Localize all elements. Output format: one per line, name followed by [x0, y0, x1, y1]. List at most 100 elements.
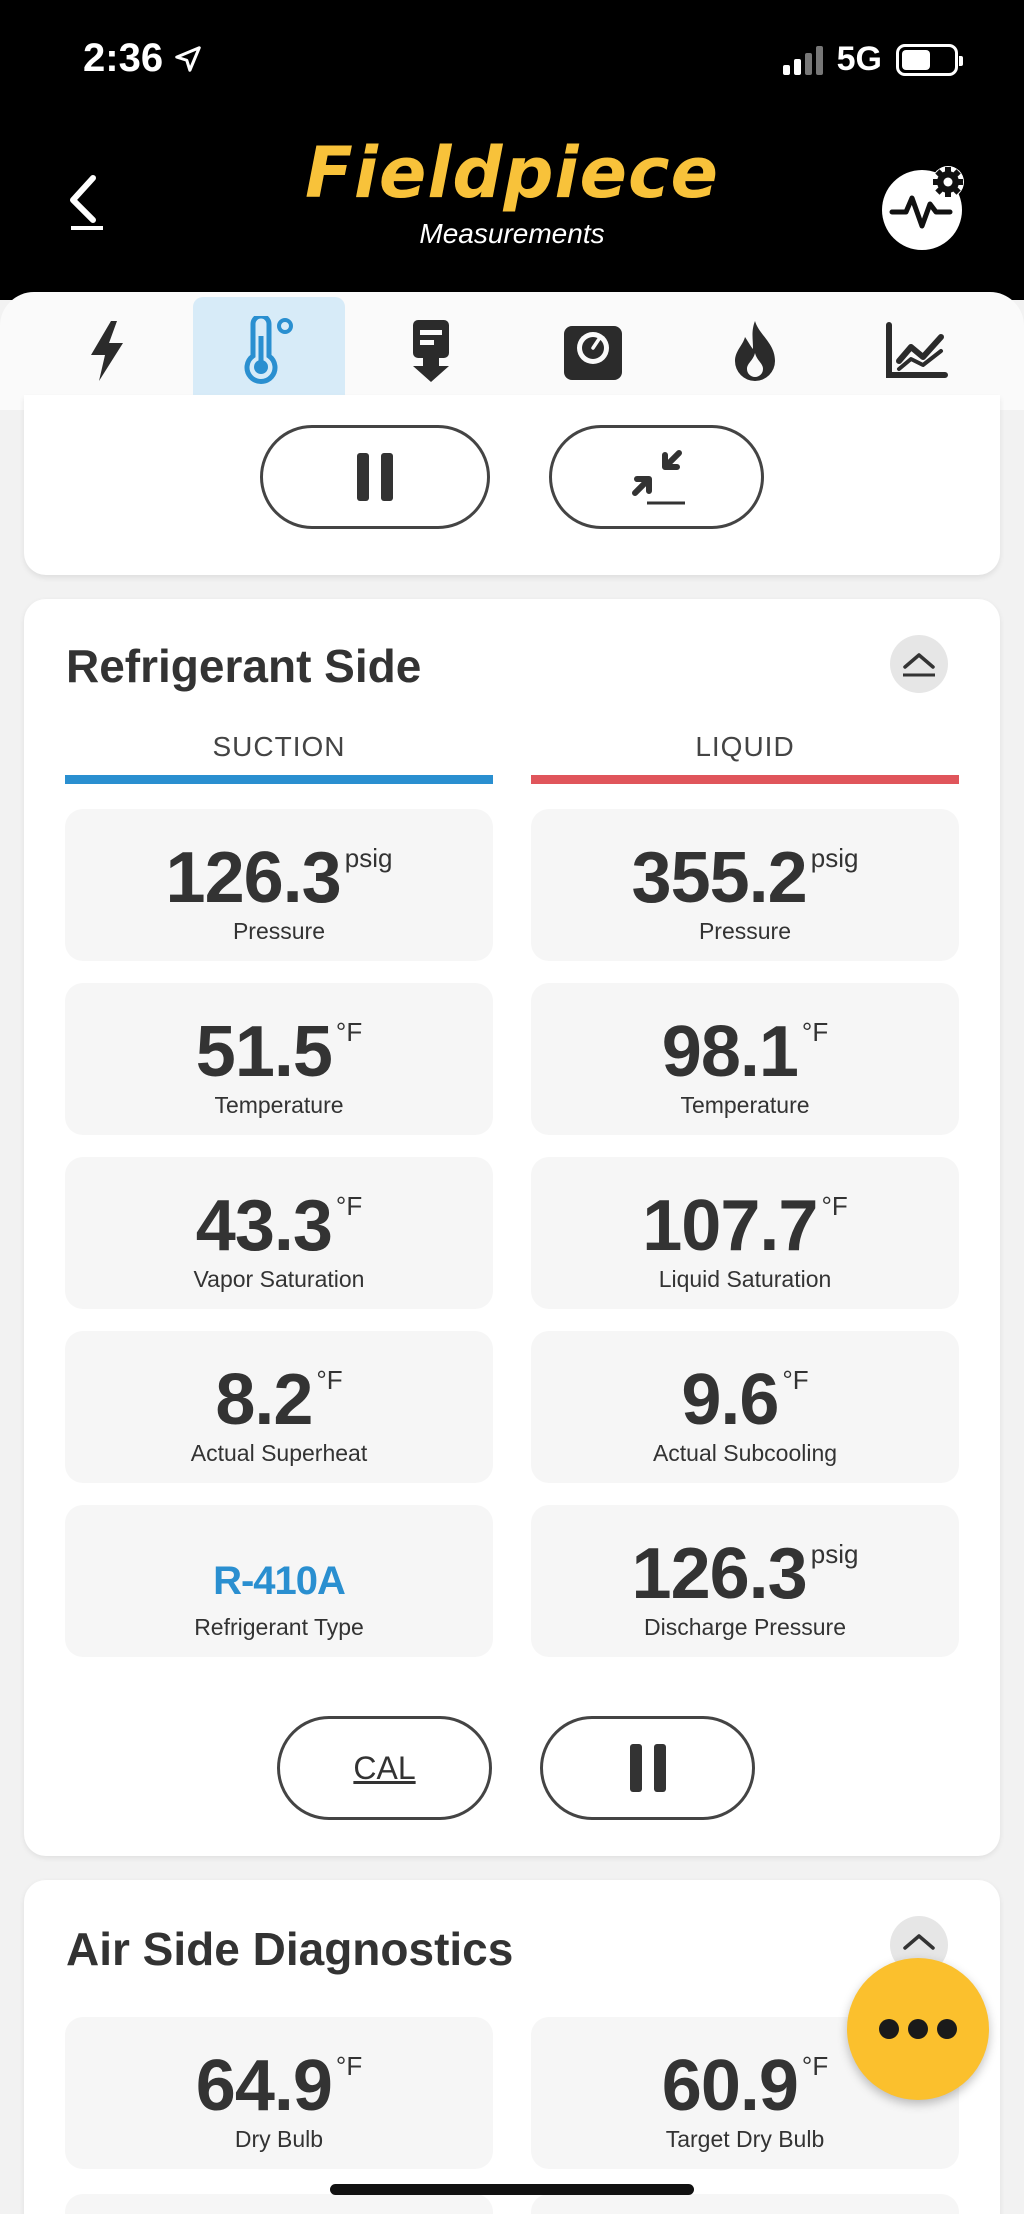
suction-column-header: SUCTION: [212, 731, 346, 762]
next-tile-partial: [531, 2194, 959, 2214]
dry-bulb-tile[interactable]: 64.9 °F Dry Bulb: [65, 2017, 493, 2169]
discharge-pressure-unit: psig: [810, 1539, 859, 1569]
liquid-temperature-tile[interactable]: 98.1 °F Temperature: [531, 983, 959, 1135]
vapor-saturation-label: Vapor Saturation: [193, 1266, 365, 1292]
brand: Fieldpiece Measurements: [0, 132, 1024, 250]
suction-temperature-label: Temperature: [214, 1092, 344, 1118]
pause-button[interactable]: [260, 425, 490, 529]
actual-subcooling-value: 9.6: [681, 1360, 779, 1440]
brand-logo: Fieldpiece: [305, 132, 719, 214]
actual-subcooling-label: Actual Subcooling: [652, 1440, 838, 1466]
tab-electrical[interactable]: [31, 297, 183, 405]
controls-card: [24, 395, 1000, 575]
thermometer-icon: [244, 316, 293, 384]
tab-scale[interactable]: [517, 297, 669, 405]
refrigerant-type-value: R-410A: [213, 1559, 346, 1603]
air-side-title: Air Side Diagnostics: [66, 1923, 514, 1975]
chevron-up-icon: [903, 1934, 935, 1950]
tab-vacuum[interactable]: [355, 297, 507, 405]
liquid-temperature-unit: °F: [801, 1017, 829, 1047]
suction-temperature-value: 51.5: [195, 1012, 333, 1092]
chevron-up-icon: [903, 653, 935, 677]
zero-button[interactable]: [549, 425, 764, 529]
liquid-pressure-label: Pressure: [698, 918, 792, 944]
chart-icon: [886, 322, 948, 378]
liquid-saturation-value: 107.7: [642, 1186, 818, 1266]
dry-bulb-value: 64.9: [195, 2046, 333, 2126]
discharge-pressure-value: 126.3: [631, 1534, 808, 1614]
actual-superheat-value: 8.2: [215, 1360, 313, 1440]
back-button[interactable]: [60, 170, 110, 234]
home-indicator[interactable]: [330, 2184, 694, 2195]
flame-icon: [735, 321, 775, 381]
liquid-column-header: LIQUID: [695, 731, 795, 762]
target-dry-bulb-value: 60.9: [661, 2046, 799, 2126]
suction-pressure-label: Pressure: [232, 918, 326, 944]
cal-button-label: CAL: [353, 1749, 416, 1786]
pause-icon: [357, 453, 393, 501]
refrigerant-side-card: Refrigerant Side SUCTION LIQUID 126.3 psi…: [24, 599, 1000, 1856]
tab-combustion[interactable]: [679, 297, 831, 405]
location-arrow-icon: [175, 45, 201, 72]
suction-pressure-value: 126.3: [165, 838, 342, 918]
liquid-saturation-label: Liquid Saturation: [658, 1266, 832, 1292]
liquid-temperature-label: Temperature: [680, 1092, 810, 1118]
suction-pressure-unit: psig: [344, 843, 393, 873]
vapor-saturation-tile[interactable]: 43.3 °F Vapor Saturation: [65, 1157, 493, 1309]
suction-temperature-unit: °F: [335, 1017, 363, 1047]
liquid-pressure-unit: psig: [810, 843, 859, 873]
target-dry-bulb-unit: °F: [801, 2051, 829, 2081]
signal-icon: [782, 45, 823, 75]
suction-temperature-tile[interactable]: 51.5 °F Temperature: [65, 983, 493, 1135]
next-tile-partial: [65, 2194, 493, 2214]
vapor-saturation-value: 43.3: [195, 1186, 333, 1266]
discharge-pressure-tile[interactable]: 126.3 psig Discharge Pressure: [531, 1505, 959, 1657]
scale-icon: [564, 326, 622, 380]
settings-button[interactable]: [878, 160, 970, 252]
refrigerant-type-label: Refrigerant Type: [194, 1614, 364, 1640]
tab-temperature[interactable]: [193, 297, 345, 405]
tab-charts[interactable]: [841, 297, 993, 405]
refrigerant-pause-button[interactable]: [540, 1716, 755, 1820]
refrigerant-side-title: Refrigerant Side: [66, 640, 422, 692]
actual-superheat-tile[interactable]: 8.2 °F Actual Superheat: [65, 1331, 493, 1483]
liquid-saturation-unit: °F: [821, 1191, 848, 1221]
liquid-pressure-tile[interactable]: 355.2 psig Pressure: [531, 809, 959, 961]
air-side-card: Air Side Diagnostics 64.9 °F Dry Bulb 60.…: [24, 1880, 1000, 2214]
target-dry-bulb-label: Target Dry Bulb: [665, 2126, 825, 2152]
battery-icon: [896, 43, 963, 76]
vapor-saturation-unit: °F: [335, 1191, 363, 1221]
status-indicators: 5G: [782, 40, 963, 79]
discharge-pressure-label: Discharge Pressure: [644, 1614, 846, 1640]
refrigerant-type-tile[interactable]: R-410A Refrigerant Type: [65, 1505, 493, 1657]
actual-superheat-label: Actual Superheat: [190, 1440, 368, 1466]
header-bar: 2:36 5G Fieldpiece Measurements: [0, 0, 1024, 300]
network-type: 5G: [836, 40, 882, 78]
liquid-temperature-value: 98.1: [661, 1012, 799, 1092]
liquid-pressure-value: 355.2: [631, 838, 808, 918]
clock-text: 2:36: [83, 36, 164, 80]
activity-gear-icon: [882, 166, 964, 250]
suction-pressure-tile[interactable]: 126.3 psig Pressure: [65, 809, 493, 961]
more-actions-button[interactable]: [847, 1958, 989, 2100]
vacuum-icon: [413, 320, 449, 382]
liquid-color-bar: [531, 775, 959, 784]
collapse-refrigerant-button[interactable]: [890, 635, 948, 693]
more-dots-icon: [879, 2019, 899, 2039]
actual-subcooling-tile[interactable]: 9.6 °F Actual Subcooling: [531, 1331, 959, 1483]
suction-color-bar: [65, 775, 493, 784]
actual-subcooling-unit: °F: [782, 1365, 809, 1395]
status-time: 2:36: [83, 36, 203, 81]
chevron-left-icon: [70, 175, 103, 230]
liquid-saturation-tile[interactable]: 107.7 °F Liquid Saturation: [531, 1157, 959, 1309]
dry-bulb-unit: °F: [335, 2051, 363, 2081]
battery-level: [902, 49, 930, 70]
cal-button[interactable]: CAL: [277, 1716, 492, 1820]
dry-bulb-label: Dry Bulb: [234, 2126, 324, 2152]
compress-arrows-icon: [631, 450, 685, 505]
actual-superheat-unit: °F: [316, 1365, 343, 1395]
tool-tab-bar: [0, 292, 1024, 410]
lightning-icon: [91, 321, 123, 381]
pause-icon: [629, 1744, 666, 1792]
page-subtitle: Measurements: [419, 218, 605, 249]
